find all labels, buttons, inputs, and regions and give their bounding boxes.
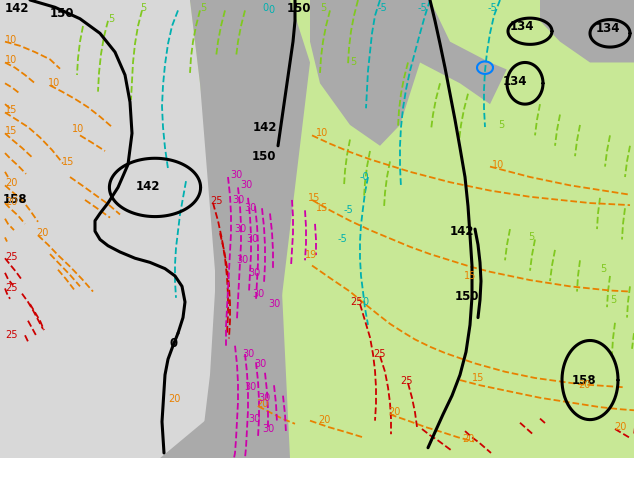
Text: 0: 0 [362, 297, 368, 307]
Text: 5: 5 [350, 57, 356, 68]
Text: 20: 20 [36, 228, 48, 238]
Text: 5: 5 [498, 120, 504, 130]
Text: 10: 10 [5, 35, 17, 45]
Text: 134: 134 [503, 74, 527, 88]
Polygon shape [0, 0, 165, 458]
Text: 150: 150 [287, 2, 311, 15]
Text: 25: 25 [210, 196, 223, 206]
Polygon shape [540, 0, 634, 63]
Polygon shape [430, 0, 634, 104]
Text: 30: 30 [246, 235, 258, 245]
Text: 5: 5 [140, 3, 146, 13]
Text: -5: -5 [378, 3, 388, 13]
Text: 30: 30 [268, 299, 280, 309]
Text: 20: 20 [462, 435, 474, 444]
Text: Height/Temp. 850 hPa [gdmp][°C] ECMWF: Height/Temp. 850 hPa [gdmp][°C] ECMWF [5, 464, 287, 477]
Text: 5: 5 [320, 3, 327, 13]
Text: 30: 30 [252, 289, 264, 298]
Text: 30: 30 [244, 382, 256, 392]
Polygon shape [330, 0, 510, 104]
Text: 25: 25 [5, 330, 18, 340]
Text: 0: 0 [170, 337, 178, 350]
Text: 19: 19 [305, 250, 317, 260]
Text: -0: -0 [360, 172, 370, 182]
Text: 142: 142 [136, 180, 160, 193]
Polygon shape [160, 0, 290, 458]
Text: 30: 30 [236, 255, 249, 265]
Text: 20: 20 [5, 178, 17, 188]
Text: 158: 158 [572, 373, 597, 387]
Text: 30: 30 [230, 170, 242, 180]
Text: -5: -5 [418, 3, 428, 13]
Text: 25: 25 [350, 297, 363, 307]
Text: 30: 30 [254, 360, 266, 369]
Text: 15: 15 [316, 203, 328, 213]
Text: 10: 10 [492, 160, 504, 170]
Text: 15: 15 [464, 271, 476, 281]
Text: 10: 10 [72, 124, 84, 134]
Text: 30: 30 [258, 393, 270, 403]
Text: © weatheronline.co.uk: © weatheronline.co.uk [426, 478, 581, 490]
Polygon shape [160, 0, 634, 458]
Text: 20: 20 [388, 407, 401, 417]
Text: 10: 10 [48, 78, 60, 88]
Text: 20: 20 [5, 197, 17, 207]
Text: 142: 142 [5, 2, 30, 15]
Text: 142: 142 [450, 224, 474, 238]
Text: 25: 25 [373, 349, 385, 359]
Text: 30: 30 [242, 349, 254, 359]
Text: 134: 134 [596, 22, 621, 35]
Text: 30: 30 [248, 268, 260, 278]
Text: We 12-06-2024 18:00 UTC (12+126): We 12-06-2024 18:00 UTC (12+126) [358, 464, 594, 477]
Polygon shape [0, 0, 634, 458]
Polygon shape [190, 0, 310, 458]
Text: 5: 5 [610, 295, 616, 305]
Text: 15: 15 [62, 157, 74, 168]
Text: 5: 5 [200, 3, 206, 13]
Text: 15: 15 [472, 373, 484, 383]
Text: 15: 15 [308, 193, 320, 203]
Text: 20: 20 [578, 380, 590, 390]
Text: 20: 20 [614, 422, 626, 432]
Text: 5: 5 [528, 232, 534, 243]
Text: 10: 10 [5, 55, 17, 65]
Text: 15: 15 [5, 105, 17, 115]
Text: 25: 25 [5, 283, 18, 294]
Text: 0: 0 [262, 3, 268, 13]
Text: 30: 30 [232, 195, 244, 205]
Text: -5: -5 [488, 3, 498, 13]
Text: 20: 20 [256, 399, 268, 409]
Polygon shape [580, 0, 634, 31]
Text: 20: 20 [318, 415, 330, 425]
Text: 5: 5 [600, 264, 606, 273]
Text: 0: 0 [268, 5, 274, 15]
Text: 5: 5 [108, 14, 114, 24]
Text: 30: 30 [262, 424, 275, 434]
Text: 30: 30 [234, 224, 246, 234]
Text: 15: 15 [5, 126, 17, 136]
Text: 150: 150 [252, 149, 276, 163]
Text: 142: 142 [253, 121, 278, 134]
Text: 150: 150 [455, 290, 479, 303]
Polygon shape [380, 0, 634, 167]
Text: 134: 134 [510, 20, 534, 32]
Text: 25: 25 [400, 376, 413, 386]
Text: -5: -5 [338, 235, 348, 245]
Text: 10: 10 [316, 128, 328, 138]
Text: 158: 158 [3, 194, 28, 206]
Text: 25: 25 [5, 252, 18, 262]
Text: 30: 30 [244, 203, 256, 213]
Polygon shape [310, 0, 420, 146]
Text: 20: 20 [168, 394, 181, 404]
Text: 150: 150 [50, 7, 75, 20]
Text: 30: 30 [248, 414, 260, 423]
Text: 30: 30 [240, 180, 252, 190]
Text: -5: -5 [344, 205, 354, 215]
